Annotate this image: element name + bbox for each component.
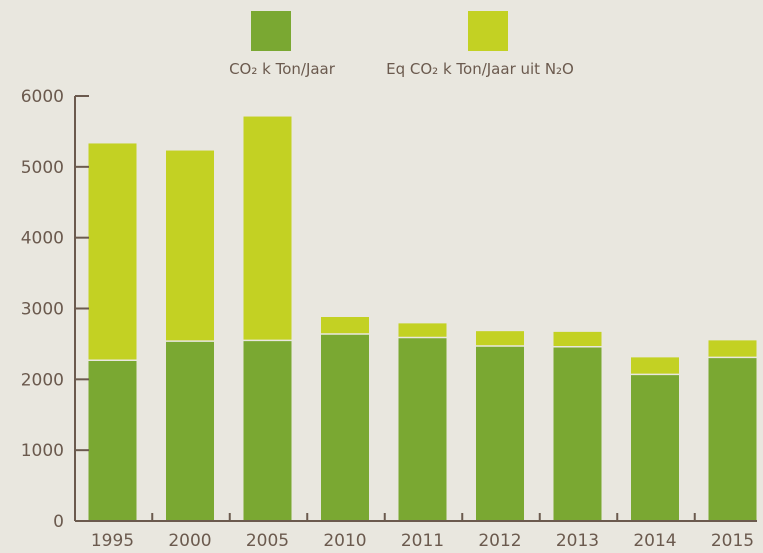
bar-2013-series-1 bbox=[553, 331, 602, 347]
bar-1995-series-0 bbox=[88, 360, 137, 521]
bar-2010-series-0 bbox=[321, 334, 369, 521]
x-tick-label-2011: 2011 bbox=[401, 531, 444, 551]
y-tick-label-3000: 3000 bbox=[21, 300, 64, 320]
bar-2015-series-0 bbox=[708, 357, 757, 521]
x-tick-label-1995: 1995 bbox=[91, 531, 134, 551]
y-tick-label-2000: 2000 bbox=[21, 370, 64, 390]
bar-2011-series-0 bbox=[398, 337, 447, 521]
y-tick-label-5000: 5000 bbox=[21, 158, 64, 178]
legend-label-co2: CO₂ k Ton/Jaar bbox=[229, 60, 336, 78]
x-tick-label-2014: 2014 bbox=[633, 531, 676, 551]
bar-2012-series-1 bbox=[476, 331, 524, 347]
bar-2015-series-1 bbox=[708, 340, 757, 358]
bar-2013-series-0 bbox=[553, 346, 602, 521]
bar-2014-series-0 bbox=[631, 374, 679, 521]
bar-1995-series-1 bbox=[88, 143, 137, 361]
x-axis: 1995 2000 2005 2010 2011 2012 2013 2014 2015 bbox=[75, 513, 757, 551]
bar-2005-series-1 bbox=[243, 116, 292, 341]
x-tick-label-2000: 2000 bbox=[168, 531, 211, 551]
bar-2010-series-1 bbox=[321, 317, 369, 334]
x-tick-label-2005: 2005 bbox=[246, 531, 289, 551]
legend: CO₂ k Ton/Jaar Eq CO₂ k Ton/Jaar uit N₂O bbox=[229, 11, 574, 78]
x-tick-label-2010: 2010 bbox=[323, 531, 366, 551]
bars bbox=[88, 116, 757, 521]
legend-swatch-co2 bbox=[251, 11, 291, 51]
y-tick-label-6000: 6000 bbox=[21, 87, 64, 107]
y-axis: 0 1000 2000 3000 4000 5000 6000 bbox=[21, 87, 89, 532]
bar-2000-series-1 bbox=[166, 150, 214, 342]
bar-2012-series-0 bbox=[476, 346, 524, 521]
bar-2014-series-1 bbox=[631, 357, 679, 375]
x-tick-label-2015: 2015 bbox=[711, 531, 754, 551]
legend-label-n2o: Eq CO₂ k Ton/Jaar uit N₂O bbox=[386, 60, 574, 78]
y-tick-label-0: 0 bbox=[53, 512, 64, 532]
x-tick-label-2012: 2012 bbox=[478, 531, 521, 551]
y-tick-label-4000: 4000 bbox=[21, 229, 64, 249]
bar-2005-series-0 bbox=[243, 340, 292, 521]
bar-2000-series-0 bbox=[166, 341, 214, 521]
x-tick-label-2013: 2013 bbox=[556, 531, 599, 551]
y-tick-label-1000: 1000 bbox=[21, 441, 64, 461]
bar-2011-series-1 bbox=[398, 323, 447, 338]
legend-swatch-n2o bbox=[468, 11, 508, 51]
